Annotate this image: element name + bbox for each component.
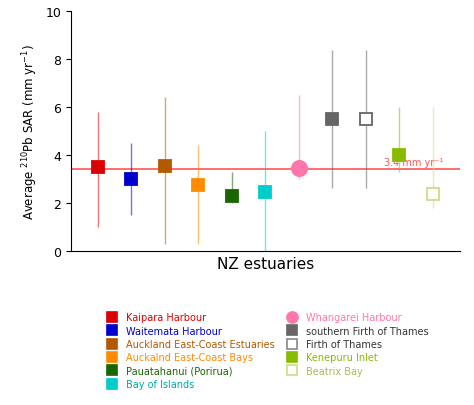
Y-axis label: Average $^{210}$Pb SAR (mm yr$^{-1}$): Average $^{210}$Pb SAR (mm yr$^{-1}$) [20,44,40,219]
Text: 3.4 mm yr⁻¹: 3.4 mm yr⁻¹ [384,158,443,168]
Legend: Kaipara Harbour, Waitemata Harbour, Auckland East-Coast Estuaries, Auckalnd East: Kaipara Harbour, Waitemata Harbour, Auck… [99,309,432,393]
X-axis label: NZ estuaries: NZ estuaries [217,257,314,272]
